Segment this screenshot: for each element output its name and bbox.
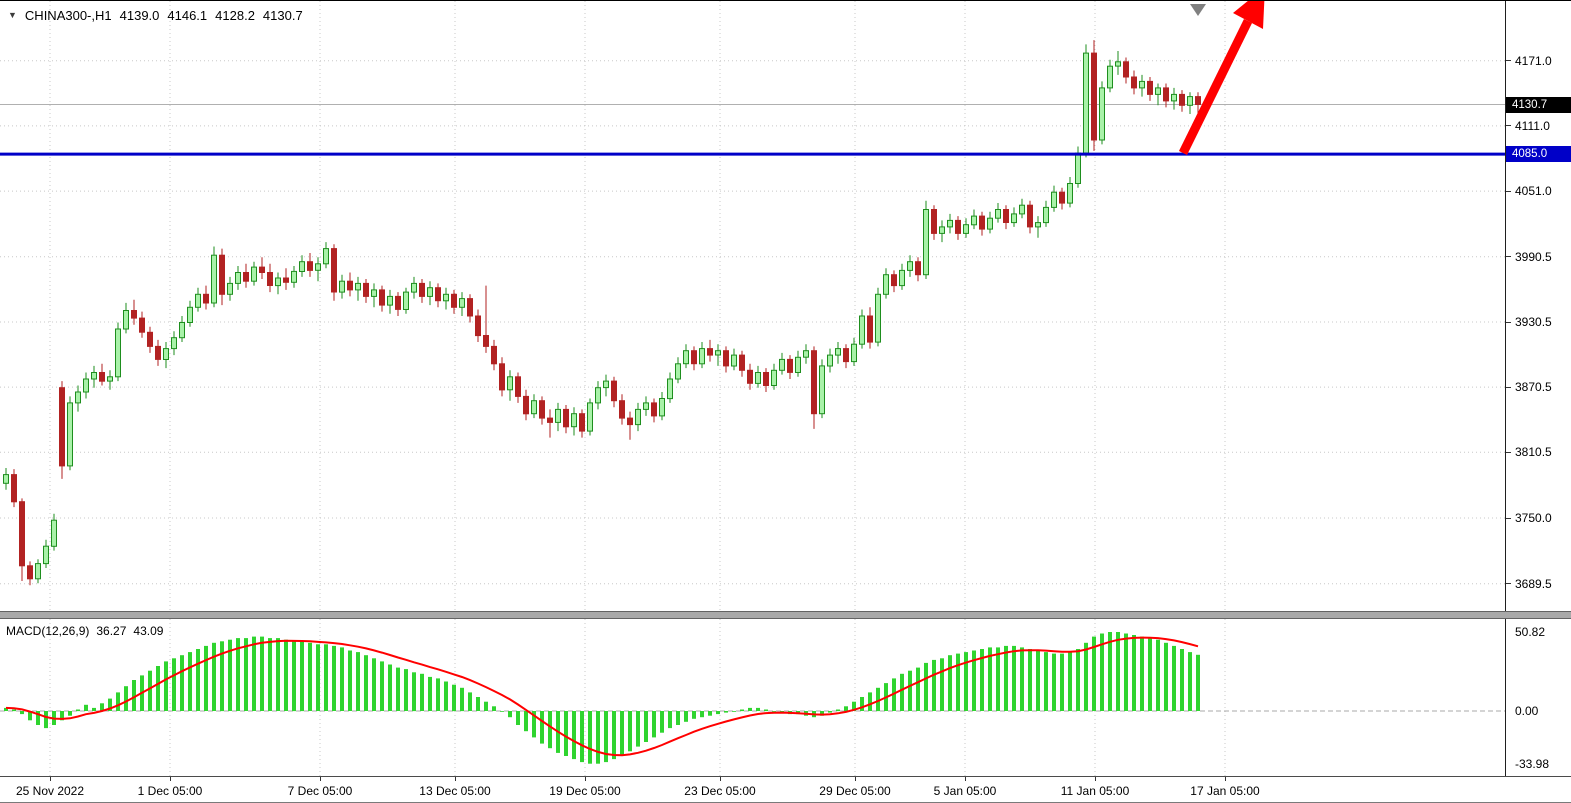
dropdown-arrow-icon[interactable]: ▼	[8, 9, 17, 20]
price-axis-tick	[1506, 386, 1511, 388]
price-axis-label: 3990.5	[1515, 249, 1552, 264]
time-axis-label: 29 Dec 05:00	[819, 784, 891, 798]
time-axis-label: 1 Dec 05:00	[137, 784, 203, 798]
price-axis-label: 4051.0	[1515, 184, 1552, 199]
price-axis-label: 4171.0	[1515, 53, 1552, 68]
panel-divider[interactable]	[0, 611, 1571, 619]
time-axis-tick	[965, 777, 966, 781]
ohlc-low: 4128.2	[215, 8, 255, 23]
price-chart-canvas[interactable]	[0, 1, 1505, 611]
macd-signal-value: 43.09	[133, 624, 164, 638]
time-axis-tick	[1095, 777, 1096, 781]
time-axis-tick	[170, 777, 171, 781]
time-axis-label: 19 Dec 05:00	[549, 784, 621, 798]
price-axis-label: 3810.5	[1515, 445, 1552, 460]
macd-signal-line	[5, 636, 1199, 757]
price-axis-tick	[1506, 60, 1511, 62]
price-axis-tick	[1506, 451, 1511, 453]
time-axis-label: 5 Jan 05:00	[933, 784, 997, 798]
time-axis[interactable]: 25 Nov 2022 1 Dec 05:00 7 Dec 05:00 13 Dec …	[0, 776, 1571, 802]
macd-main-value: 36.27	[96, 624, 127, 638]
time-axis-label: 17 Jan 05:00	[1190, 784, 1260, 798]
price-axis[interactable]: 4130.7 4085.0 4171.0 4111.0 4051.0 3990.5 39…	[1505, 1, 1571, 776]
time-axis-tick	[455, 777, 456, 781]
time-axis-label: 7 Dec 05:00	[287, 784, 353, 798]
symbol-name: CHINA300-,H1	[24, 8, 112, 23]
trend-arrow-annotation[interactable]	[1178, 1, 1265, 155]
time-axis-label: 23 Dec 05:00	[684, 784, 756, 798]
macd-canvas[interactable]	[0, 619, 1505, 776]
macd-histogram	[4, 632, 1200, 764]
candlestick-series	[3, 40, 1201, 586]
macd-axis-label: -33.98	[1515, 756, 1550, 771]
main-gridlines	[0, 1, 1505, 611]
price-axis-tick	[1506, 190, 1511, 192]
symbol-info-label: ▼ CHINA300-,H1 4139.0 4146.1 4128.2 4130…	[8, 8, 303, 23]
time-axis-tick	[855, 777, 856, 781]
ohlc-close: 4130.7	[262, 8, 303, 23]
price-axis-tick	[1506, 321, 1511, 323]
price-axis-label: 3930.5	[1515, 315, 1552, 329]
price-axis-tick	[1506, 125, 1511, 127]
price-axis-label: 3689.5	[1515, 576, 1552, 591]
price-axis-label: 3750.0	[1515, 511, 1552, 525]
price-axis-tick	[1506, 583, 1511, 585]
price-axis-label: 3870.5	[1515, 380, 1552, 395]
ohlc-high: 4146.1	[167, 8, 208, 23]
price-axis-tick	[1506, 517, 1511, 519]
macd-indicator-label: MACD(12,26,9) 36.27 43.09	[6, 624, 163, 638]
time-axis-tick	[50, 777, 51, 781]
hline-price-badge: 4085.0	[1506, 146, 1571, 163]
time-axis-tick	[585, 777, 586, 781]
time-axis-label: 25 Nov 2022	[15, 784, 85, 798]
time-axis-tick	[320, 777, 321, 781]
macd-name: MACD(12,26,9)	[6, 624, 90, 638]
macd-axis-label: 50.82	[1515, 625, 1546, 640]
price-axis-tick	[1506, 256, 1511, 258]
time-axis-tick	[720, 777, 721, 781]
chart-object-marker-icon[interactable]	[1190, 4, 1206, 16]
time-axis-label: 11 Jan 05:00	[1060, 784, 1130, 798]
macd-axis-label: 0.00	[1515, 704, 1539, 718]
time-axis-label: 13 Dec 05:00	[419, 784, 491, 798]
current-price-badge: 4130.7	[1506, 96, 1571, 113]
price-axis-label: 4111.0	[1515, 118, 1550, 133]
time-axis-tick	[1225, 777, 1226, 781]
ohlc-open: 4139.0	[119, 8, 160, 23]
